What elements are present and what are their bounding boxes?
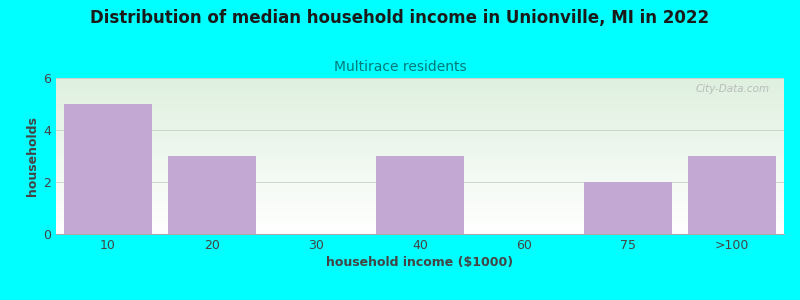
Bar	[584, 182, 672, 234]
Bar	[64, 104, 152, 234]
Text: Distribution of median household income in Unionville, MI in 2022: Distribution of median household income …	[90, 9, 710, 27]
Text: City-Data.com: City-Data.com	[695, 84, 770, 94]
Y-axis label: households: households	[26, 116, 39, 196]
Text: Multirace residents: Multirace residents	[334, 60, 466, 74]
Bar	[688, 156, 776, 234]
X-axis label: household income ($1000): household income ($1000)	[326, 256, 514, 269]
Bar	[376, 156, 464, 234]
Bar	[168, 156, 256, 234]
